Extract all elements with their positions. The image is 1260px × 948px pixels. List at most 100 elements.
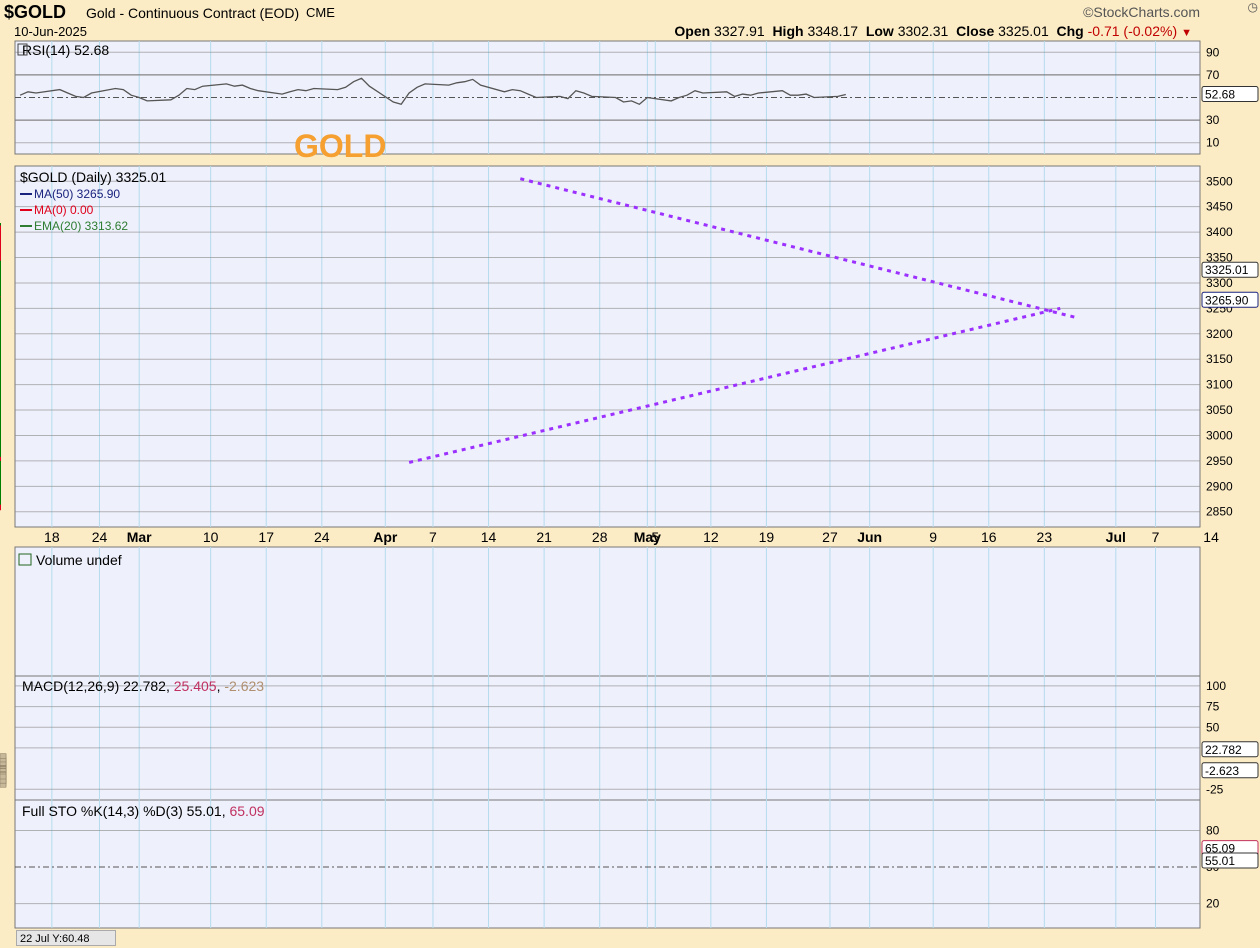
x-tick-label: 16	[981, 529, 997, 545]
y-tick-label: 50	[1206, 720, 1220, 734]
high-value: 3348.17	[807, 23, 859, 39]
panel-macd	[14, 675, 1201, 801]
x-tick-label: May	[634, 529, 661, 545]
sto-legend: Full STO %K(14,3) %D(3) 55.01, 65.09	[22, 803, 265, 819]
x-tick-label: 7	[429, 529, 437, 545]
volume-icon	[18, 553, 32, 566]
x-tick-label: 9	[929, 529, 937, 545]
y-tick-label: 3300	[1206, 276, 1233, 290]
rsi-legend: RSI(14) 52.68	[22, 42, 109, 58]
panel-price	[14, 165, 1201, 528]
ohlc-readout: Open 3327.91 High 3348.17 Low 3302.31 Cl…	[674, 23, 1192, 39]
x-tick-label: 17	[258, 529, 274, 545]
x-tick-label: 19	[759, 529, 775, 545]
macd-legend-hist: -2.623	[224, 678, 264, 694]
y-tick-label: 100	[1206, 679, 1226, 693]
rsi-line	[19, 77, 846, 106]
y-tick-label: 2950	[1206, 454, 1233, 468]
x-tick-label: 10	[203, 529, 219, 545]
y-tick-label: 2900	[1206, 479, 1233, 493]
close-label: Close	[956, 23, 995, 39]
x-tick-label: 28	[592, 529, 608, 545]
y-tick-label: 3400	[1206, 225, 1233, 239]
down-triangle-icon: ▼	[1181, 27, 1192, 39]
annotation-gold: GOLD	[294, 128, 386, 164]
y-tick-label: 3200	[1206, 327, 1233, 341]
trendline-1	[408, 306, 1061, 464]
chg-label: Chg	[1056, 23, 1084, 39]
brand-label: StockCharts.com	[1093, 4, 1200, 20]
macd-legend-main: MACD(12,26,9) 22.782,	[22, 678, 174, 694]
sto-legend-k: Full STO %K(14,3) %D(3) 55.01,	[22, 803, 229, 819]
y-tick-label: 30	[1206, 113, 1220, 127]
price-legend-item: MA(0) 0.00	[34, 203, 94, 217]
price-last-tag-box	[1201, 261, 1259, 278]
y-tick-label: 3000	[1206, 428, 1233, 442]
price-legend-item: MA(50) 3265.90	[34, 187, 120, 201]
x-tick-label: 5	[651, 529, 659, 545]
x-tick-label: Apr	[373, 529, 398, 545]
x-tick-label: 24	[314, 529, 330, 545]
panel-sto	[14, 799, 1201, 929]
x-tick-label: 23	[1037, 529, 1053, 545]
y-tick-label: 75	[1206, 700, 1220, 714]
y-tick-label: 3450	[1206, 200, 1233, 214]
chg-value: -0.71 (-0.02%)	[1087, 23, 1178, 39]
y-tick-label: 2850	[1206, 505, 1233, 519]
rsi-last-tag-box	[1201, 85, 1259, 102]
low-label: Low	[865, 23, 894, 39]
price-legend-item: EMA(20) 3313.62	[34, 219, 128, 233]
x-tick-label: 24	[92, 529, 108, 545]
macd-hist-tag: -2.623	[1205, 764, 1239, 778]
y-tick-label: 3100	[1206, 378, 1233, 392]
volume-legend: Volume undef	[36, 552, 122, 568]
x-tick-label: 14	[481, 529, 497, 545]
macd-last-tag: 22.782	[1205, 743, 1242, 757]
price-legend-title: $GOLD (Daily) 3325.01	[20, 169, 167, 185]
sto-legend-d: 65.09	[229, 803, 264, 819]
y-tick-label: 20	[1206, 897, 1220, 911]
y-tick-label: 90	[1206, 45, 1220, 59]
cursor-readout: 22 Jul Y:60.48	[16, 930, 116, 946]
low-value: 3302.31	[897, 23, 949, 39]
y-tick-label: 3500	[1206, 174, 1233, 188]
y-tick-label: 3150	[1206, 352, 1233, 366]
y-tick-label: 3350	[1206, 251, 1233, 265]
y-tick-label: 80	[1206, 823, 1220, 837]
high-label: High	[772, 23, 804, 39]
x-tick-label: 12	[703, 529, 719, 545]
rsi-last-tag: 52.68	[1205, 87, 1235, 101]
brand[interactable]: ©StockCharts.com	[1083, 4, 1200, 20]
close-value: 3325.01	[998, 23, 1049, 39]
ma50-last-tag: 3265.90	[1205, 293, 1249, 307]
y-tick-label: -25	[1206, 782, 1224, 796]
x-tick-label: 21	[536, 529, 552, 545]
sto-k-tag-box	[1201, 852, 1259, 869]
sto-k-tag: 55.01	[1205, 854, 1235, 868]
panel-vol	[14, 546, 1201, 677]
price-last-tag: 3325.01	[1205, 263, 1249, 277]
y-tick-label: 10	[1206, 136, 1220, 150]
x-tick-label: 18	[44, 529, 60, 545]
trendline-0	[519, 177, 1077, 319]
open-value: 3327.91	[714, 23, 765, 39]
y-tick-label: 70	[1206, 68, 1220, 82]
exchange: CME	[306, 5, 335, 20]
sto-d-tag: 65.09	[1205, 842, 1235, 856]
x-tick-label: Jun	[857, 529, 882, 545]
macd-hist-tag-box	[1201, 762, 1259, 779]
macd-last-tag-box	[1201, 741, 1259, 758]
chart-date: 10-Jun-2025	[14, 24, 87, 39]
symbol: $GOLD	[4, 2, 67, 22]
x-tick-label: 7	[1152, 529, 1160, 545]
rsi-icon	[17, 43, 28, 56]
contract-name: Gold - Continuous Contract (EOD)	[86, 5, 300, 21]
ma50-last-tag-box	[1201, 291, 1259, 308]
settings-icon[interactable]: ◷	[1247, 0, 1258, 14]
macd-legend-signal: 25.405	[174, 678, 217, 694]
macd-legend: MACD(12,26,9) 22.782, 25.405, -2.623	[22, 678, 264, 694]
macd-hist-bar	[0, 768, 7, 772]
x-tick-label: Jul	[1106, 529, 1126, 545]
open-label: Open	[674, 23, 711, 39]
